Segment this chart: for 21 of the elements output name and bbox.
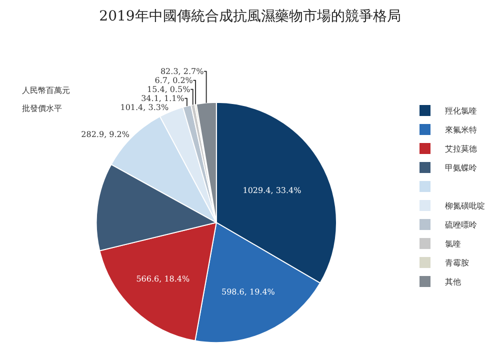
legend-label: 青霉胺 <box>445 258 469 268</box>
legend-label: 甲氨蝶呤 <box>445 164 477 173</box>
legend-label: 其他 <box>445 278 461 287</box>
legend-label: 來氟米特 <box>445 126 477 135</box>
text: 人民幣百萬元 <box>22 86 70 95</box>
data-label: 1029.4, 33.4% <box>242 186 302 195</box>
legend-label: 羥化氯喹 <box>445 106 477 116</box>
legend-label: 硫唑嘌呤 <box>445 220 477 230</box>
chart-title: 2019年中國傳統合成抗風濕藥物市場的競爭格局 <box>99 8 401 25</box>
data-label: 566.6, 18.4% <box>136 274 190 284</box>
data-label: 34.1, 1.1% <box>141 94 185 103</box>
data-label: 15.4, 0.5% <box>146 84 191 94</box>
data-label: 282.9, 9.2% <box>81 130 130 140</box>
data-label: 598.6, 19.4% <box>221 287 276 296</box>
data-label: 101.4, 3.3% <box>120 102 169 112</box>
legend-label: 艾拉莫德 <box>445 144 477 154</box>
data-label: 82.3, 2.7% <box>160 66 204 76</box>
text: 批發價水平 <box>22 104 62 113</box>
legend-label: 氯喹 <box>445 240 461 249</box>
data-label: 6.7, 0.2% <box>154 76 194 85</box>
legend-label: 柳氮磺吡啶 <box>445 202 485 211</box>
